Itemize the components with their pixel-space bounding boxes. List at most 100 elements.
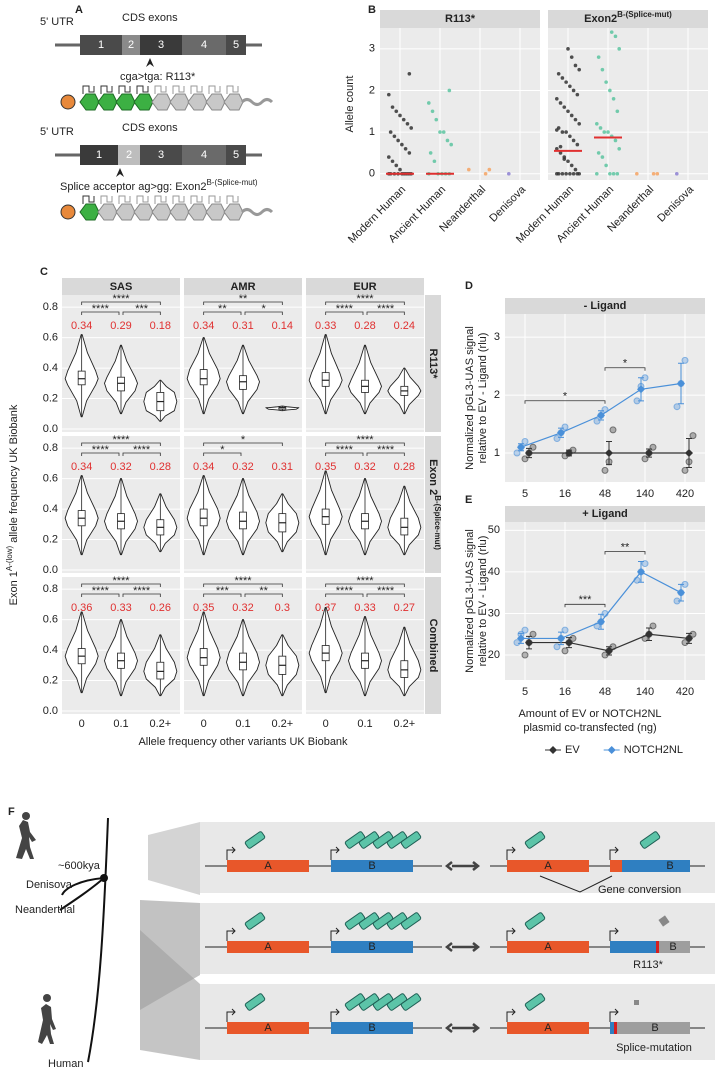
point [555,146,559,151]
point [387,155,391,159]
row-title: Exon 2B-(Splice-mut) [427,459,442,550]
mean-point [637,385,645,394]
significance-bracket [81,442,161,446]
point [609,30,614,34]
y-axis-label: Normalized pGL3-UAS signal [464,529,476,673]
significance-label: * [563,391,568,403]
exon [80,35,122,55]
point [568,84,572,89]
protein-icon [244,993,266,1011]
y-tick-label: 0.0 [43,423,58,435]
point [613,34,618,39]
gene-a [507,1022,589,1034]
point [566,47,570,51]
point [438,130,442,134]
mean-label: 0.32 [232,602,253,614]
x-tick-label: 0 [323,718,329,730]
y-tick-label: 0.0 [43,564,58,576]
promoter-arrow [226,846,236,860]
egf-domain [115,93,136,111]
protein-tail [240,98,274,106]
y-tick-label: 3 [494,331,500,343]
significance-label: *** [579,594,593,606]
mean-point [557,634,565,643]
exon [140,145,182,165]
replicate-point [593,417,601,425]
row-background [200,903,715,974]
column-strip [306,278,424,295]
mean-label: 0.26 [150,602,171,614]
x-axis-label: Allele frequency other variants UK Bioba… [138,736,348,748]
y-tick-label: 30 [488,607,500,619]
box [239,652,247,671]
exon [182,35,226,55]
replicate-point [529,630,537,638]
point [573,117,578,122]
significance-bracket [366,593,405,597]
egf-domain [151,203,172,221]
replicate-point [673,403,681,411]
gene-b [610,941,656,953]
protein-icon [372,831,394,849]
facet-title: Exon2B-(Splice-mut) [584,10,672,25]
y-tick-label: 0.4 [43,503,58,515]
point [575,92,580,97]
x-tick-label: 0.1 [235,718,250,730]
box [239,511,247,530]
significance-bracket [81,301,161,305]
point [606,130,610,134]
protein-icon [386,831,408,849]
box [321,372,330,387]
column-title: EUR [353,281,376,293]
replicate-point [521,455,529,463]
significance-label: **** [336,585,354,597]
box [199,508,208,527]
exon-number: 5 [233,39,239,51]
divergence-node [100,874,108,882]
point [403,146,408,151]
egf-domain [223,203,244,221]
point [400,142,404,147]
significance-label: **** [336,303,354,315]
egf-domain [97,203,118,221]
gene-b [610,1022,614,1034]
egf-loop [208,195,221,204]
column-title: SAS [110,281,133,293]
replicate-point [561,626,569,634]
point [675,171,679,176]
species-label: Human [48,1058,83,1070]
y-tick-label: 2 [369,84,375,96]
panel-label: C [40,266,48,278]
significance-bracket [524,400,606,404]
mean-label: 0.35 [193,602,214,614]
mean-label: 0.31 [232,320,253,332]
exon [80,145,118,165]
egf-domain [223,93,244,111]
y-tick-label: 2 [494,389,500,401]
gene-b-inactive [659,941,690,953]
replicate-point [681,639,689,647]
point [507,171,511,176]
point [409,126,414,130]
mean-label: 0.28 [394,461,415,473]
protein-icon [400,912,422,930]
replicate-point [521,651,529,659]
mean-point [525,449,533,458]
egf-loop [154,85,167,94]
exon-number: 4 [201,39,207,51]
legend-marker [549,746,557,754]
point [487,167,492,172]
gene-label: A [264,860,272,872]
point [558,101,563,105]
replicate-point [521,437,529,445]
chart-title: - Ligand [584,300,627,312]
protein-icon [244,912,266,930]
tree-trunk [87,817,109,1063]
significance-label: **** [92,444,110,456]
gene-label: A [544,1022,552,1034]
significance-label: **** [92,585,110,597]
significance-label: *** [216,585,230,597]
protein-tail [240,208,274,216]
text-part: Splice acceptor ag>gg: Exon2 [60,181,206,193]
egf-domain [205,203,226,221]
